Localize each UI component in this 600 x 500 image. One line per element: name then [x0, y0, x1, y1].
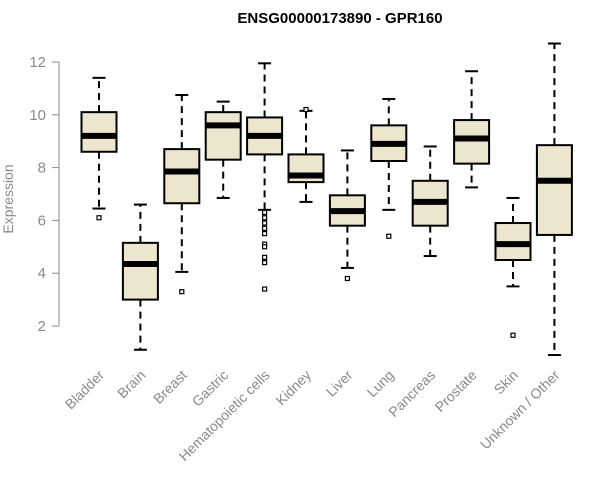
- outlier-point: [262, 244, 268, 250]
- box-breast: [163, 94, 201, 295]
- y-tick-label: 8: [38, 160, 46, 177]
- outlier-point: [96, 215, 102, 221]
- boxes-group: [80, 42, 573, 357]
- box-gastric: [204, 100, 242, 199]
- box-bladder: [80, 76, 118, 221]
- outlier-point: [262, 286, 268, 292]
- box-hematopoietic-cells: [246, 62, 284, 292]
- outlier-point: [262, 215, 268, 221]
- y-tick-label: 2: [38, 318, 46, 335]
- box-skin: [494, 196, 532, 338]
- outlier-point: [262, 231, 268, 237]
- box-pancreas: [411, 145, 449, 258]
- outlier-point: [386, 233, 392, 239]
- iqr-box: [80, 111, 118, 153]
- outlier-point: [262, 220, 268, 226]
- x-tick-label: Liver: [323, 367, 356, 400]
- x-tick-label: Kidney: [273, 367, 315, 409]
- outlier-point: [303, 106, 309, 113]
- iqr-box: [204, 111, 242, 161]
- box-brain: [121, 203, 159, 351]
- y-tick-label: 4: [38, 265, 46, 282]
- y-axis-label: Expression: [0, 164, 16, 233]
- outlier-point: [262, 209, 268, 216]
- box-lung: [370, 97, 408, 239]
- y-tick-label: 6: [38, 212, 46, 229]
- y-tick-label: 12: [29, 54, 46, 71]
- y-tick-label: 10: [29, 107, 46, 124]
- x-tick-label: Bladder: [62, 367, 108, 413]
- box-unknown-other: [535, 42, 573, 357]
- box-prostate: [453, 70, 491, 189]
- outlier-point: [262, 225, 268, 231]
- iqr-box: [163, 148, 201, 205]
- iqr-box: [535, 144, 573, 236]
- x-tick-label: Unknown / Other: [477, 367, 563, 453]
- iqr-box: [121, 241, 159, 301]
- y-axis: 2 4 6 8 10 12: [29, 54, 60, 335]
- outlier-point: [510, 332, 516, 338]
- x-tick-label: Skin: [491, 367, 522, 398]
- chart-title: ENSG00000173890 - GPR160: [237, 10, 442, 27]
- box-liver: [328, 149, 366, 282]
- x-tick-label: Lung: [364, 367, 397, 400]
- x-tick-label: Brain: [114, 367, 148, 401]
- x-tick-label: Breast: [150, 367, 190, 407]
- outlier-point: [179, 289, 185, 295]
- outlier-point: [262, 254, 268, 260]
- iqr-box: [453, 119, 491, 165]
- box-kidney: [287, 106, 325, 203]
- x-tick-label: Prostate: [432, 367, 480, 415]
- outlier-point: [262, 260, 268, 266]
- outlier-point: [344, 275, 350, 282]
